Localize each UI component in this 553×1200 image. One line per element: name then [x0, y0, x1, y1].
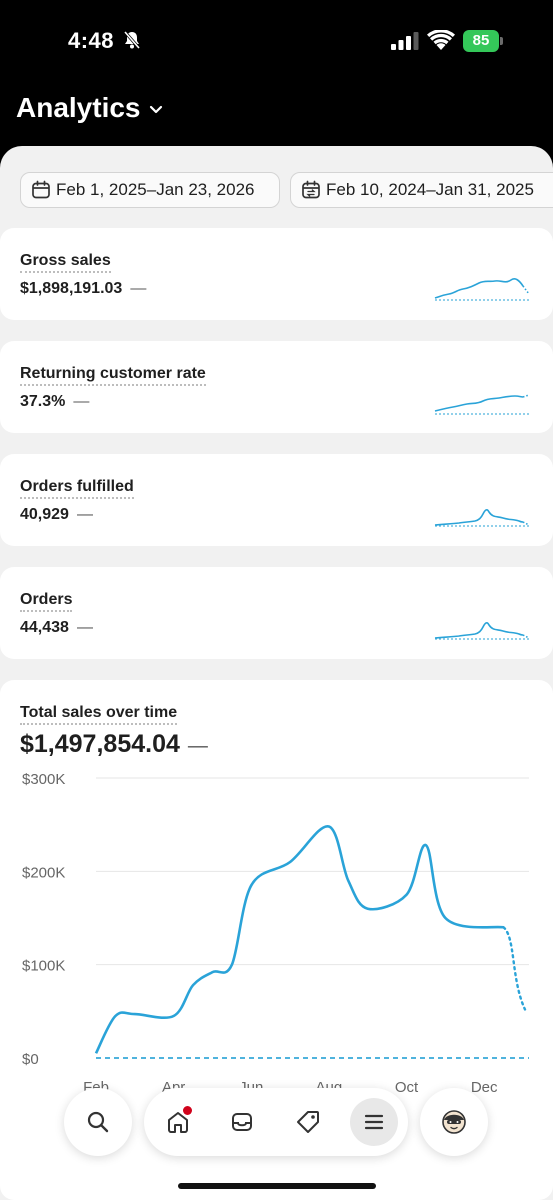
calendar-compare-icon: [302, 180, 320, 199]
tab-inbox[interactable]: [218, 1098, 266, 1146]
store-avatar-button[interactable]: [430, 1098, 478, 1146]
y-tick-label: $0: [22, 1051, 39, 1068]
metric-change: —: [76, 619, 93, 636]
metric-card-orders-fulfilled[interactable]: Orders fulfilled 40,929 —: [0, 454, 553, 546]
analytics-header[interactable]: Analytics: [16, 92, 163, 124]
metric-card-orders[interactable]: Orders 44,438 —: [0, 567, 553, 659]
sparkline-orders-fulfilled: [434, 509, 530, 527]
metric-label: Gross sales: [20, 252, 111, 273]
calendar-icon: [32, 180, 50, 199]
metric-change: —: [76, 506, 93, 523]
metric-value: 37.3%: [20, 393, 66, 410]
y-tick-label: $300K: [22, 771, 65, 788]
metric-card-gross-sales[interactable]: Gross sales $1,898,191.03 —: [0, 228, 553, 320]
main-nav-pill: [144, 1088, 408, 1156]
x-tick-label: Dec: [471, 1079, 498, 1096]
battery-tip: [500, 37, 503, 45]
metric-change: —: [73, 393, 90, 410]
sales-series-line: [94, 825, 504, 1054]
inbox-icon: [232, 1113, 252, 1131]
home-indicator: [178, 1183, 376, 1189]
metric-value-row: 44,438 —: [20, 619, 93, 637]
metric-value: $1,898,191.03: [20, 280, 123, 297]
x-tick-label: Oct: [395, 1079, 419, 1096]
store-pill: [420, 1088, 488, 1156]
tab-home[interactable]: [154, 1098, 202, 1146]
analytics-sheet: Feb 1, 2025–Jan 23, 2026 Feb 10, 2024–Ja…: [0, 146, 553, 1200]
home-icon: [168, 1112, 188, 1133]
menu-icon: [364, 1114, 384, 1130]
chart-total-value: $1,497,854.04: [20, 730, 180, 758]
date-range-picker[interactable]: Feb 1, 2025–Jan 23, 2026: [20, 172, 280, 208]
bottom-tab-bar: [0, 1088, 553, 1158]
metric-value-row: 37.3% —: [20, 393, 89, 411]
bell-muted-icon: [123, 31, 141, 49]
projected-series-line: [502, 926, 527, 1011]
wifi-icon: [427, 30, 455, 50]
tab-menu[interactable]: [350, 1098, 398, 1146]
metric-label: Orders fulfilled: [20, 478, 134, 499]
metric-label: Orders: [20, 591, 73, 612]
comparison-range-picker[interactable]: Feb 10, 2024–Jan 31, 2025: [290, 172, 553, 208]
chart-label: Total sales over time: [20, 704, 178, 725]
chevron-down-icon: [149, 105, 162, 114]
status-bar: 4:48 85: [0, 0, 553, 80]
battery-indicator: 85: [463, 30, 503, 52]
sparkline-returning-customer-rate: [434, 394, 530, 415]
page-title: Analytics: [16, 92, 141, 123]
chart-total-row: $1,497,854.04 —: [20, 730, 208, 759]
sparkline-orders: [434, 622, 530, 640]
tag-icon: [297, 1111, 319, 1133]
store-avatar-icon: [442, 1110, 466, 1134]
search-icon: [87, 1111, 109, 1133]
search-pill: [64, 1088, 132, 1156]
metric-card-returning-customer-rate[interactable]: Returning customer rate 37.3% —: [0, 341, 553, 433]
metric-label: Returning customer rate: [20, 365, 206, 386]
metric-value: 40,929: [20, 506, 69, 523]
comparison-range-label: Feb 10, 2024–Jan 31, 2025: [326, 180, 534, 199]
search-button[interactable]: [74, 1098, 122, 1146]
chart-total-change: —: [187, 735, 208, 757]
notification-dot: [183, 1106, 192, 1115]
metric-value-row: $1,898,191.03 —: [20, 280, 146, 298]
metric-value: 44,438: [20, 619, 69, 636]
sparkline-gross-sales: [434, 278, 530, 301]
date-range-label: Feb 1, 2025–Jan 23, 2026: [56, 180, 255, 199]
date-range-row: Feb 1, 2025–Jan 23, 2026 Feb 10, 2024–Ja…: [20, 172, 553, 208]
status-time: 4:48: [68, 28, 115, 53]
tab-products[interactable]: [284, 1098, 332, 1146]
battery-level: 85: [463, 30, 499, 52]
metric-value-row: 40,929 —: [20, 506, 93, 524]
cellular-signal-icon: [391, 32, 419, 50]
y-tick-label: $100K: [22, 958, 65, 975]
metric-change: —: [130, 280, 147, 297]
y-tick-label: $200K: [22, 864, 65, 881]
